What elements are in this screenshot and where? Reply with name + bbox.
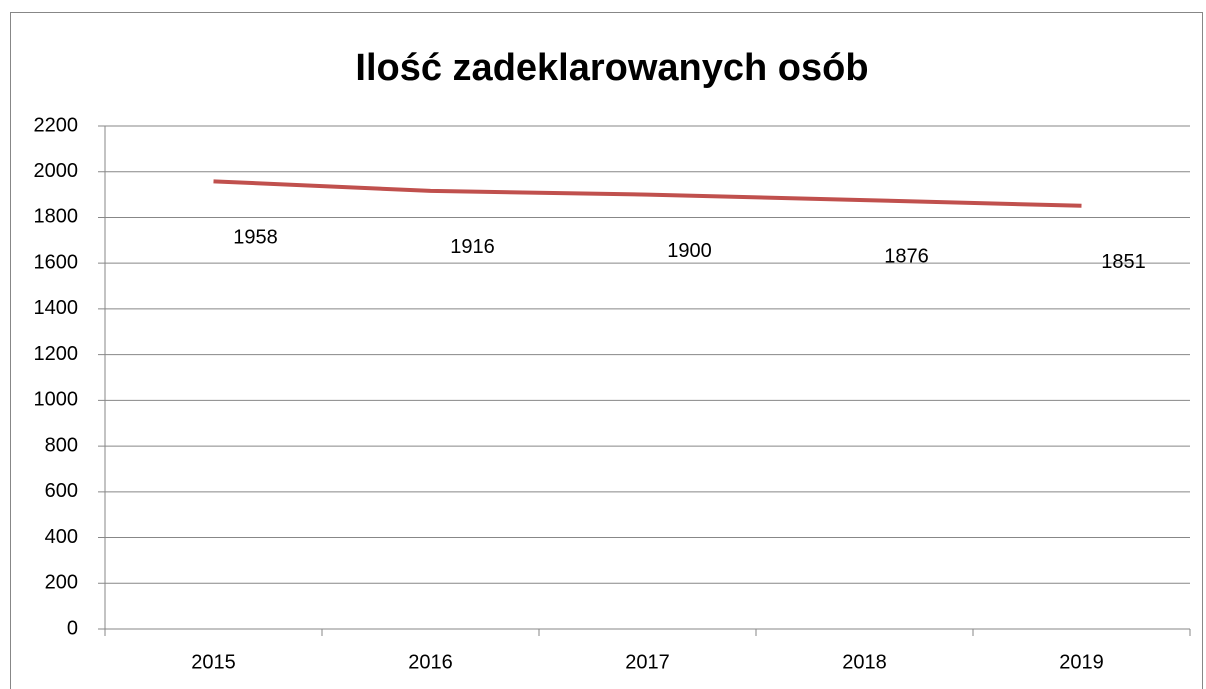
y-tick-label: 2000	[34, 160, 79, 182]
data-label: 1900	[667, 240, 712, 262]
y-tick-label: 800	[45, 434, 78, 456]
y-tick-label: 1600	[34, 251, 79, 273]
chart-border	[10, 12, 1203, 689]
y-tick-label: 1000	[34, 389, 79, 411]
x-tick-label: 2019	[1059, 651, 1104, 673]
x-tick-label: 2017	[625, 651, 670, 673]
data-label: 1876	[884, 245, 929, 267]
line-series	[213, 179, 1082, 208]
x-tick-label: 2015	[191, 651, 236, 673]
data-label: 1916	[450, 236, 495, 258]
y-tick-label: 1800	[34, 206, 79, 228]
x-tick-label: 2018	[842, 651, 887, 673]
x-tick-label: 2016	[408, 651, 453, 673]
y-tick-label: 1400	[34, 297, 79, 319]
y-tick-label: 600	[45, 480, 78, 502]
y-tick-label: 400	[45, 526, 78, 548]
y-tick-label: 0	[67, 617, 78, 639]
chart-title: Ilość zadeklarowanych osób	[355, 47, 868, 89]
data-label: 1958	[233, 227, 278, 249]
y-tick-label: 2200	[34, 114, 79, 136]
data-label: 1851	[1101, 251, 1146, 273]
y-tick-label: 1200	[34, 343, 79, 365]
y-tick-label: 200	[45, 572, 78, 594]
